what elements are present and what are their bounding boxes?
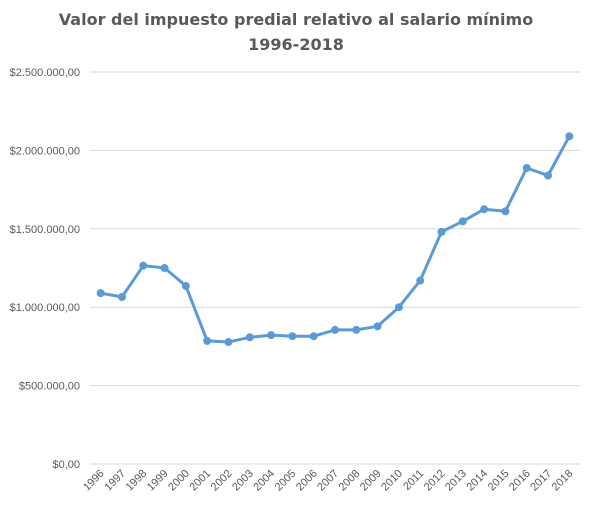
data-point	[394, 303, 403, 312]
x-tick-label: 2005	[273, 468, 299, 494]
y-tick-label: $2.500.000,00	[10, 67, 80, 79]
x-tick-label: 2003	[230, 468, 256, 494]
x-tick-label: 2015	[486, 468, 512, 494]
data-point	[181, 282, 190, 291]
x-tick-label: 2008	[337, 468, 363, 494]
x-tick-label: 2006	[294, 468, 320, 494]
data-point	[437, 227, 446, 236]
x-tick-label: 2009	[358, 468, 384, 494]
data-point	[458, 217, 467, 226]
data-point	[224, 338, 233, 347]
data-point	[117, 293, 126, 302]
x-tick-label: 2000	[166, 468, 192, 494]
data-point	[352, 325, 361, 334]
y-tick-label: $2.000.000,00	[10, 145, 80, 157]
data-point	[331, 325, 339, 334]
chart-subtitle: 1996-2018	[248, 35, 344, 54]
data-point	[288, 332, 297, 341]
x-tick-label: 2007	[315, 468, 341, 494]
x-tick-label: 2012	[422, 468, 448, 494]
y-tick-label: $500.000,00	[19, 381, 80, 393]
data-point	[309, 332, 318, 341]
chart-title: Valor del impuesto predial relativo al s…	[58, 10, 534, 29]
y-tick-label: $1.000.000,00	[10, 302, 80, 314]
data-point	[373, 322, 382, 331]
data-point	[565, 132, 574, 141]
x-tick-label: 2014	[464, 468, 490, 494]
data-point	[139, 261, 148, 270]
data-point	[544, 171, 553, 180]
data-point	[245, 333, 254, 342]
data-point	[96, 289, 105, 298]
y-tick-label: $1.500.000,00	[10, 224, 80, 236]
x-tick-label: 2001	[187, 468, 213, 494]
x-tick-label: 2016	[507, 468, 533, 494]
x-tick-label: 1998	[124, 468, 150, 494]
data-point	[416, 276, 425, 285]
y-tick-label: $0,00	[52, 459, 80, 471]
data-point	[522, 163, 531, 172]
x-tick-label: 1997	[102, 468, 128, 494]
x-tick-label: 2011	[401, 468, 426, 493]
x-tick-label: 1999	[145, 468, 171, 494]
x-tick-label: 2002	[209, 468, 235, 494]
data-point	[160, 264, 169, 272]
x-tick-label: 2004	[251, 468, 277, 494]
x-tick-label: 2010	[379, 468, 405, 494]
data-point	[267, 331, 276, 340]
x-tick-label: 2013	[443, 468, 469, 494]
data-point	[501, 207, 510, 216]
data-point	[203, 336, 212, 345]
series-line	[99, 134, 571, 344]
x-tick-label: 1996	[81, 468, 107, 494]
data-point	[480, 205, 489, 214]
x-tick-label: 2017	[528, 468, 554, 494]
x-tick-label: 2018	[550, 468, 576, 494]
